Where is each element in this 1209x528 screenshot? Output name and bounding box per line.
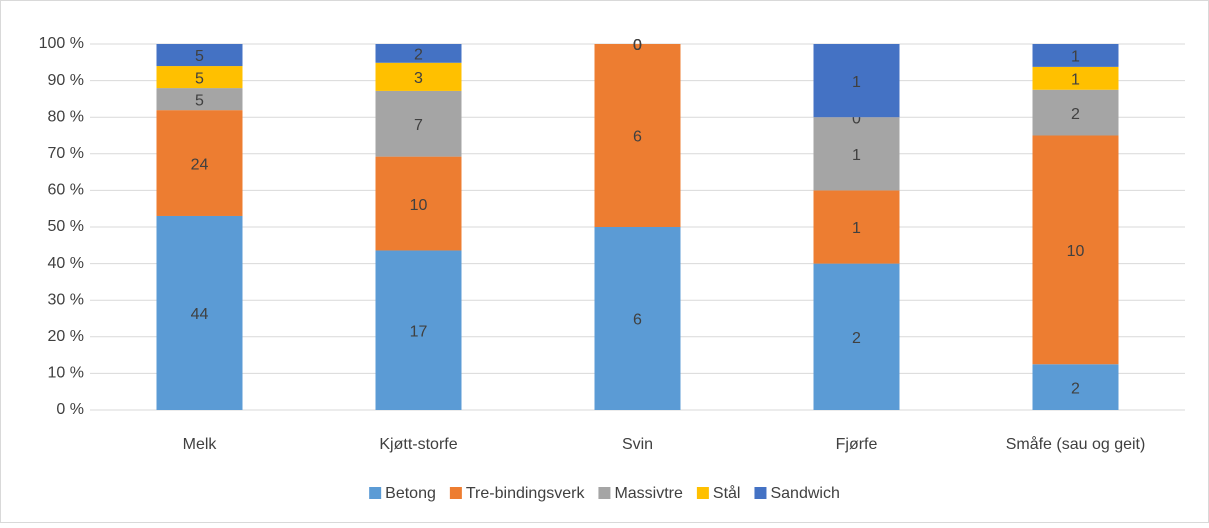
bar-segment: [1032, 44, 1119, 67]
y-tick-label: 50 %: [48, 218, 84, 235]
legend-swatch: [696, 487, 709, 499]
bar-segment: [375, 90, 462, 157]
data-label: 1: [852, 220, 861, 237]
data-label: 1: [1071, 72, 1080, 89]
y-tick-label: 20 %: [48, 328, 84, 345]
data-label: 2: [852, 330, 861, 347]
bar-segment: [375, 62, 462, 91]
bar-segment: [1032, 135, 1119, 365]
legend-swatch: [598, 487, 611, 499]
y-tick-label: 80 %: [48, 108, 84, 125]
x-tick-label: Fjørfe: [836, 436, 878, 453]
x-tick-label: Svin: [622, 436, 653, 453]
y-tick-label: 100 %: [39, 35, 84, 52]
data-label: 0: [633, 37, 642, 54]
x-tick-label: Småfe (sau og geit): [1006, 435, 1146, 453]
data-label: 24: [191, 156, 209, 173]
data-label: 1: [1071, 49, 1080, 66]
bar-segment: [375, 250, 462, 410]
bar-segment: [813, 190, 900, 264]
bar-segment: [594, 44, 681, 227]
data-label: 0: [852, 110, 861, 127]
bar-segment: [1032, 364, 1119, 410]
data-label: 5: [195, 70, 204, 87]
data-label: 5: [195, 92, 204, 109]
y-tick-label: 90 %: [48, 72, 84, 89]
x-tick-label: Melk: [183, 436, 218, 453]
bar-segment: [594, 227, 681, 410]
y-tick-label: 10 %: [48, 365, 84, 382]
data-label: 2: [414, 47, 423, 64]
legend-swatch: [369, 487, 382, 499]
x-tick-label: Kjøtt-storfe: [379, 436, 457, 453]
data-label: 1: [852, 147, 861, 164]
data-label: 10: [410, 197, 428, 214]
legend-label: Betong: [385, 485, 436, 502]
legend-label: Massivtre: [614, 485, 683, 502]
y-tick-label: 30 %: [48, 291, 84, 308]
data-label: 6: [633, 312, 642, 329]
data-label: 6: [633, 129, 642, 146]
y-tick-label: 40 %: [48, 255, 84, 272]
legend-label: Stål: [713, 484, 741, 502]
y-tick-label: 70 %: [48, 145, 84, 162]
bar-segment: [156, 88, 243, 111]
legend-label: Sandwich: [770, 485, 839, 502]
data-label: 10: [1067, 243, 1085, 260]
legend-label: Tre-bindingsverk: [466, 485, 586, 502]
bar-segment: [813, 117, 900, 191]
bar-segment: [156, 66, 243, 89]
y-tick-label: 0 %: [56, 401, 84, 418]
bar-segment: [1032, 89, 1119, 136]
legend-swatch: [754, 487, 767, 499]
data-label: 1: [852, 74, 861, 91]
data-label: 0: [633, 37, 642, 54]
data-label: 3: [414, 70, 423, 87]
bar-segment: [156, 44, 243, 67]
y-tick-label: 60 %: [48, 182, 84, 199]
bar-segment: [375, 44, 462, 63]
data-label: 2: [1071, 380, 1080, 397]
bar-segment: [375, 156, 462, 251]
bar-segment: [1032, 66, 1119, 90]
data-label: 44: [191, 306, 209, 323]
data-label: 5: [195, 48, 204, 65]
bar-segment: [813, 44, 900, 118]
data-label: 2: [1071, 106, 1080, 123]
data-label: 7: [414, 117, 423, 134]
bar-segment: [813, 263, 900, 410]
bar-segment: [156, 215, 243, 410]
legend-swatch: [449, 487, 462, 499]
data-label: 0: [633, 37, 642, 54]
bar-segment: [156, 110, 243, 216]
data-label: 17: [410, 323, 428, 340]
